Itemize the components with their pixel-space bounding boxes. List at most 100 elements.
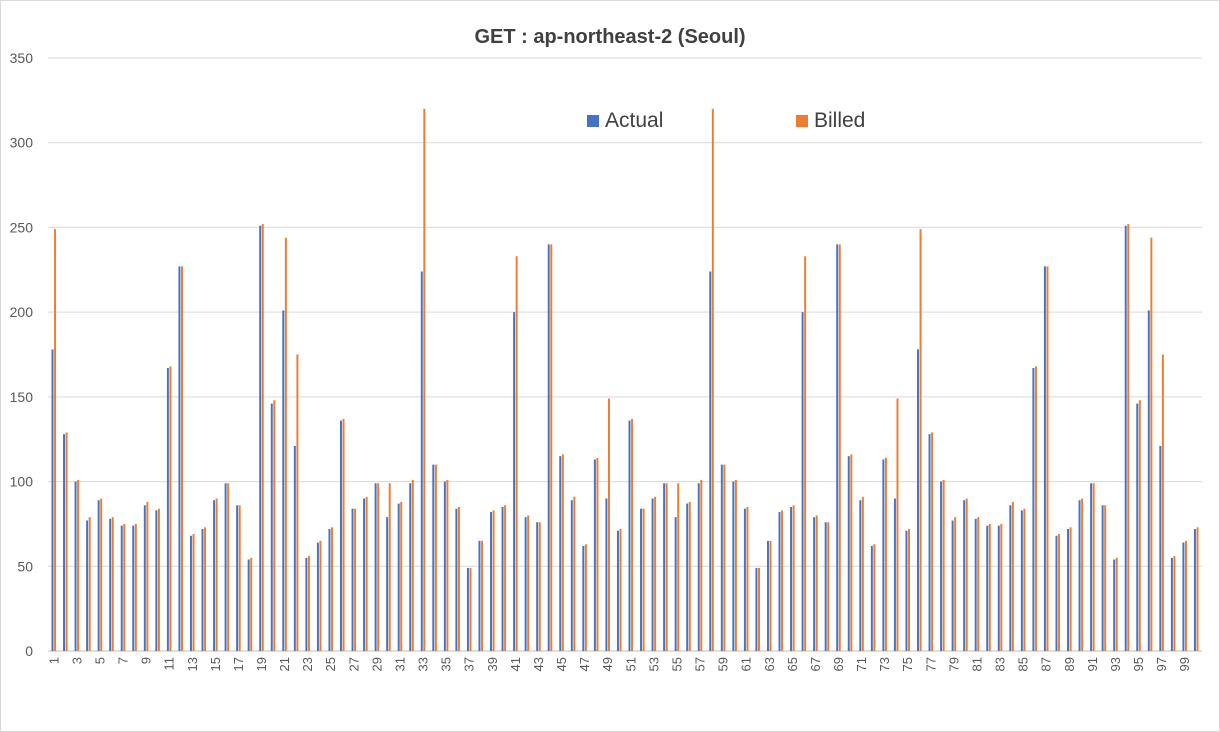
bar-billed-72	[873, 544, 876, 651]
bar-actual-2	[63, 434, 66, 651]
bar-billed-36	[457, 506, 460, 651]
bar-billed-57	[700, 479, 703, 651]
bar-billed-37	[469, 567, 472, 651]
bar-billed-59	[723, 464, 726, 651]
x-tick-label: 9	[139, 657, 154, 664]
bar-billed-48	[596, 457, 599, 651]
bar-actual-94	[1124, 225, 1127, 652]
bar-actual-80	[963, 500, 966, 651]
legend-entry-billed: Billed	[796, 109, 865, 133]
bar-billed-56	[688, 501, 691, 651]
bar-billed-52	[642, 508, 645, 651]
bar-actual-84	[1009, 505, 1012, 651]
bar-actual-46	[570, 500, 573, 651]
x-tick-label: 49	[600, 657, 615, 671]
x-tick-label: 41	[508, 657, 523, 671]
bar-actual-44	[547, 244, 550, 651]
bar-billed-46	[573, 496, 576, 651]
bar-billed-51	[631, 418, 634, 651]
bar-billed-67	[815, 515, 818, 651]
bar-actual-70	[847, 456, 850, 651]
x-tick-label: 23	[300, 657, 315, 671]
bar-billed-64	[781, 510, 784, 651]
bar-billed-47	[584, 544, 587, 651]
bar-actual-1	[51, 349, 54, 651]
bar-actual-91	[1090, 483, 1093, 651]
bar-billed-81	[977, 517, 980, 651]
bar-billed-7	[123, 523, 126, 651]
bar-actual-4	[86, 520, 89, 651]
bar-actual-31	[397, 503, 400, 651]
bar-billed-84	[1011, 501, 1014, 651]
bar-actual-78	[940, 481, 943, 651]
bar-billed-23	[307, 556, 310, 651]
bar-actual-39	[490, 512, 492, 651]
bar-billed-28	[365, 496, 368, 651]
x-tick-label: 47	[577, 657, 592, 671]
bar-actual-73	[882, 459, 885, 651]
bar-billed-75	[908, 529, 910, 651]
legend-swatch-actual	[587, 115, 599, 127]
bar-billed-5	[100, 498, 103, 651]
bar-billed-40	[504, 505, 507, 651]
x-tick-label: 83	[993, 657, 1008, 671]
bar-actual-47	[582, 545, 585, 651]
y-tick-label: 250	[10, 219, 34, 235]
bar-actual-37	[466, 567, 469, 651]
x-tick-label: 93	[1108, 657, 1123, 671]
bar-billed-94	[1127, 224, 1130, 652]
x-tick-label: 67	[808, 657, 823, 671]
x-tick-label: 25	[323, 657, 338, 671]
bars	[51, 108, 1199, 652]
x-tick-label: 27	[346, 657, 361, 671]
x-tick-label: 43	[531, 657, 546, 671]
y-tick-label: 150	[10, 389, 34, 405]
bar-actual-51	[628, 420, 631, 651]
bar-billed-19	[261, 224, 264, 652]
x-tick-label: 73	[877, 657, 892, 671]
bar-actual-38	[478, 540, 481, 651]
bar-actual-9	[143, 505, 146, 651]
bar-actual-14	[201, 529, 204, 651]
bar-actual-90	[1078, 500, 1081, 651]
bar-billed-33	[423, 108, 426, 651]
bar-actual-54	[663, 483, 666, 651]
x-tick-label: 89	[1062, 657, 1077, 671]
y-tick-label: 0	[25, 643, 33, 659]
x-tick-label: 7	[116, 657, 131, 664]
bar-actual-26	[340, 420, 342, 651]
bar-billed-74	[896, 398, 899, 651]
bar-actual-49	[605, 498, 608, 651]
bar-billed-98	[1173, 556, 1176, 651]
bar-billed-79	[954, 517, 957, 651]
bar-billed-31	[400, 501, 403, 651]
bar-actual-36	[455, 508, 458, 651]
x-tick-label: 77	[923, 657, 938, 671]
bar-actual-98	[1170, 557, 1173, 651]
x-tick-label: 69	[831, 657, 846, 671]
bar-actual-27	[351, 508, 354, 651]
bar-billed-25	[331, 527, 333, 651]
bar-billed-68	[827, 522, 830, 651]
x-tick-label: 81	[969, 657, 984, 671]
bar-actual-87	[1043, 266, 1046, 651]
bar-actual-13	[189, 535, 192, 651]
bar-actual-93	[1113, 559, 1116, 651]
bar-actual-59	[720, 464, 723, 651]
bar-actual-77	[928, 434, 931, 651]
bar-actual-100	[1193, 529, 1196, 651]
bar-billed-22	[296, 354, 299, 651]
x-tick-label: 99	[1177, 657, 1192, 671]
bar-billed-95	[1138, 400, 1141, 651]
bar-actual-45	[559, 456, 562, 651]
bar-billed-13	[192, 534, 195, 651]
bar-actual-68	[824, 522, 827, 651]
bar-actual-92	[1101, 505, 1104, 651]
x-tick-label: 3	[69, 657, 84, 664]
bar-actual-34	[432, 464, 435, 651]
bar-billed-18	[250, 557, 253, 651]
bar-billed-27	[354, 508, 357, 651]
bar-billed-54	[665, 483, 668, 651]
bar-billed-42	[527, 515, 530, 651]
